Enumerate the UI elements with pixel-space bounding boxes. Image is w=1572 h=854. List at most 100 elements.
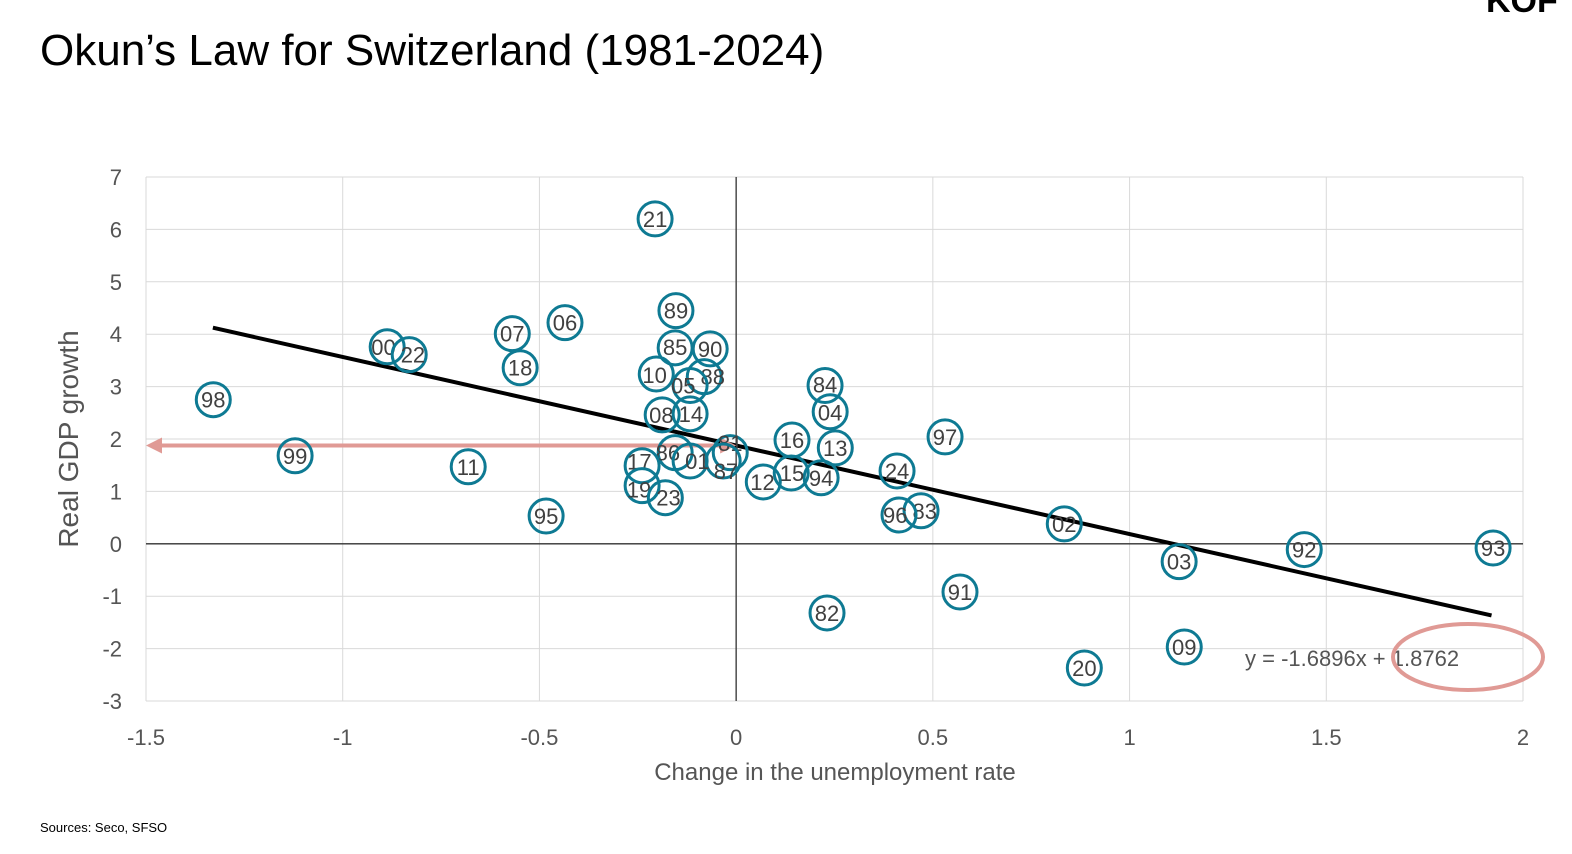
point-marker [194,381,232,419]
data-point-08: 08 [643,396,681,434]
point-label: 21 [643,207,667,232]
chart-title: Okun’s Law for Switzerland (1981-2024) [40,26,825,75]
point-marker [671,442,709,480]
point-marker [1165,628,1203,666]
point-label: 03 [1167,550,1191,575]
data-point-11: 11 [449,448,487,486]
point-marker [368,328,406,366]
point-marker [623,447,661,485]
point-label: 12 [750,470,774,495]
data-point-24: 24 [878,452,916,490]
point-label: 22 [401,343,425,368]
point-label: 95 [534,504,558,529]
data-point-06: 06 [546,304,584,342]
point-marker [691,330,729,368]
point-label: 09 [1172,635,1196,660]
point-label: 01 [685,449,709,474]
data-point-83: 83 [902,492,940,530]
point-marker [671,395,709,433]
data-point-91: 91 [941,573,979,611]
data-point-96: 96 [880,496,918,534]
point-marker [802,459,840,497]
x-tick-label: 1.5 [1311,725,1342,750]
axes [146,177,1523,701]
point-marker [902,492,940,530]
point-marker [811,393,849,431]
y-tick-label: 4 [110,322,122,347]
point-marker [493,315,531,353]
x-tick-label: 0 [730,725,742,750]
point-marker [276,437,314,475]
data-point-84: 84 [806,367,844,405]
x-tick-label: -1.5 [127,725,165,750]
point-marker [646,479,684,517]
data-point-10: 10 [637,355,675,393]
y-tick-label: 1 [110,479,122,504]
point-label: 92 [1292,538,1316,563]
data-point-03: 03 [1160,543,1198,581]
point-marker [806,367,844,405]
x-axis-label: Change in the unemployment rate [654,759,1016,786]
data-point-98: 98 [194,381,232,419]
point-marker [527,497,565,535]
data-point-07: 07 [493,315,531,353]
point-label: 84 [813,373,837,398]
point-label: 89 [664,299,688,324]
point-marker [643,396,681,434]
data-point-14: 14 [671,395,709,433]
arrow-head-left [146,437,162,454]
data-point-05: 05 [671,367,709,405]
x-tick-label: 0.5 [918,725,949,750]
point-label: 04 [818,401,842,426]
data-point-94: 94 [802,459,840,497]
data-point-82: 82 [808,594,846,632]
data-point-90: 90 [691,330,729,368]
point-marker [657,292,695,330]
y-tick-label: -2 [102,637,122,662]
data-point-92: 92 [1285,531,1323,569]
data-point-01: 01 [671,442,710,480]
point-label: 24 [885,459,909,484]
point-label: 23 [656,486,680,511]
x-tick-label: 1 [1123,725,1135,750]
data-point-89: 89 [657,292,695,330]
point-marker [926,418,964,456]
point-marker [1285,531,1323,569]
point-label: 02 [1052,512,1076,537]
y-tick-label: -1 [102,584,122,609]
point-label: 94 [809,466,833,491]
data-point-21: 21 [636,200,674,238]
point-marker [671,367,709,405]
point-marker [808,594,846,632]
point-label: 18 [508,356,532,381]
point-label: 82 [815,601,839,626]
data-point-95: 95 [527,497,565,535]
y-tick-label: 6 [110,217,122,242]
data-point-02: 02 [1045,505,1083,543]
trendline-group [212,325,1492,618]
trendline [212,325,1492,618]
x-tick-label: 2 [1517,725,1529,750]
point-marker [636,200,674,238]
data-point-16: 16 [773,421,811,459]
point-marker [773,421,811,459]
point-marker [1160,543,1198,581]
y-tick-label: 5 [110,270,122,295]
y-tick-label: -3 [102,689,122,714]
data-point-09: 09 [1165,628,1203,666]
data-point-97: 97 [926,418,964,456]
data-point-22: 22 [390,336,428,374]
point-marker [623,467,661,505]
data-point-04: 04 [811,393,849,431]
y-tick-label: 3 [110,375,122,400]
point-label: 06 [553,311,577,336]
trendline-equation: y = -1.6896x + 1.8762 [1245,646,1459,671]
data-point-93: 93 [1474,529,1512,567]
point-label: 96 [883,503,907,528]
x-tick-label: -1 [333,725,353,750]
data-point-18: 18 [501,349,539,387]
point-label: 20 [1072,656,1096,681]
x-tick-label: -0.5 [520,725,558,750]
point-marker [637,355,675,393]
point-label: 97 [933,425,957,450]
